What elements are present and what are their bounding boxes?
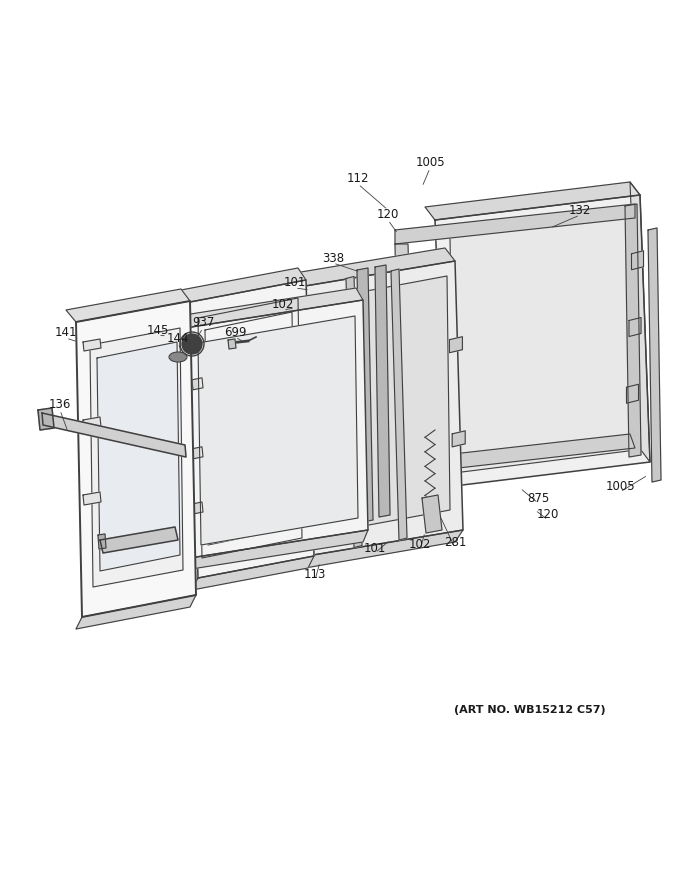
- Text: 136: 136: [49, 399, 71, 412]
- Text: 120: 120: [377, 209, 399, 222]
- Polygon shape: [198, 298, 302, 558]
- Polygon shape: [228, 339, 236, 349]
- Polygon shape: [310, 456, 340, 473]
- Polygon shape: [192, 378, 203, 390]
- Polygon shape: [66, 289, 190, 322]
- Text: 1005: 1005: [415, 157, 445, 170]
- Polygon shape: [83, 339, 101, 351]
- Text: 145: 145: [147, 324, 169, 336]
- Polygon shape: [435, 195, 650, 487]
- Polygon shape: [375, 265, 390, 517]
- Polygon shape: [83, 417, 101, 430]
- Polygon shape: [192, 556, 314, 590]
- Polygon shape: [100, 527, 178, 553]
- Polygon shape: [76, 595, 196, 629]
- Polygon shape: [38, 408, 54, 430]
- Polygon shape: [632, 251, 643, 270]
- Text: 1005: 1005: [605, 480, 635, 494]
- Polygon shape: [391, 269, 407, 540]
- Polygon shape: [305, 530, 463, 568]
- Polygon shape: [295, 248, 455, 286]
- Polygon shape: [76, 301, 196, 617]
- Text: 937: 937: [192, 317, 214, 329]
- Polygon shape: [400, 434, 635, 474]
- Polygon shape: [626, 385, 639, 403]
- Ellipse shape: [170, 353, 186, 361]
- Polygon shape: [648, 228, 661, 482]
- Polygon shape: [452, 431, 465, 447]
- Text: 120: 120: [537, 509, 559, 522]
- Text: 875: 875: [527, 492, 549, 504]
- Polygon shape: [450, 213, 636, 473]
- Polygon shape: [629, 318, 641, 336]
- Text: (ART NO. WB15212 C57): (ART NO. WB15212 C57): [454, 705, 606, 715]
- Polygon shape: [346, 276, 362, 547]
- Text: 281: 281: [444, 537, 466, 549]
- Text: 144: 144: [167, 332, 189, 344]
- Polygon shape: [192, 502, 203, 514]
- Text: 132: 132: [568, 203, 591, 216]
- Text: 102: 102: [409, 539, 431, 552]
- Polygon shape: [318, 276, 450, 534]
- Polygon shape: [185, 530, 368, 570]
- Text: 101: 101: [284, 276, 306, 290]
- Polygon shape: [357, 268, 373, 522]
- Text: 112: 112: [347, 172, 369, 185]
- Polygon shape: [395, 204, 635, 244]
- Polygon shape: [98, 534, 106, 549]
- Polygon shape: [625, 204, 641, 457]
- Text: 338: 338: [322, 252, 344, 265]
- Polygon shape: [425, 182, 640, 220]
- Polygon shape: [192, 447, 203, 458]
- Text: 113: 113: [304, 568, 326, 582]
- Polygon shape: [97, 342, 180, 571]
- Polygon shape: [395, 244, 414, 465]
- Polygon shape: [42, 413, 186, 457]
- Polygon shape: [307, 362, 337, 379]
- Polygon shape: [205, 312, 295, 545]
- Polygon shape: [198, 316, 358, 545]
- Polygon shape: [178, 288, 363, 328]
- Text: 101: 101: [364, 541, 386, 554]
- Polygon shape: [185, 300, 368, 558]
- Text: 141: 141: [55, 326, 78, 340]
- Polygon shape: [190, 280, 314, 578]
- Polygon shape: [181, 268, 306, 302]
- Text: 699: 699: [224, 326, 246, 339]
- Polygon shape: [90, 328, 183, 587]
- Polygon shape: [422, 495, 442, 533]
- Text: 102: 102: [272, 298, 294, 312]
- Circle shape: [182, 334, 202, 354]
- Polygon shape: [449, 337, 462, 353]
- Polygon shape: [630, 182, 650, 462]
- Polygon shape: [305, 261, 463, 555]
- Polygon shape: [83, 492, 101, 505]
